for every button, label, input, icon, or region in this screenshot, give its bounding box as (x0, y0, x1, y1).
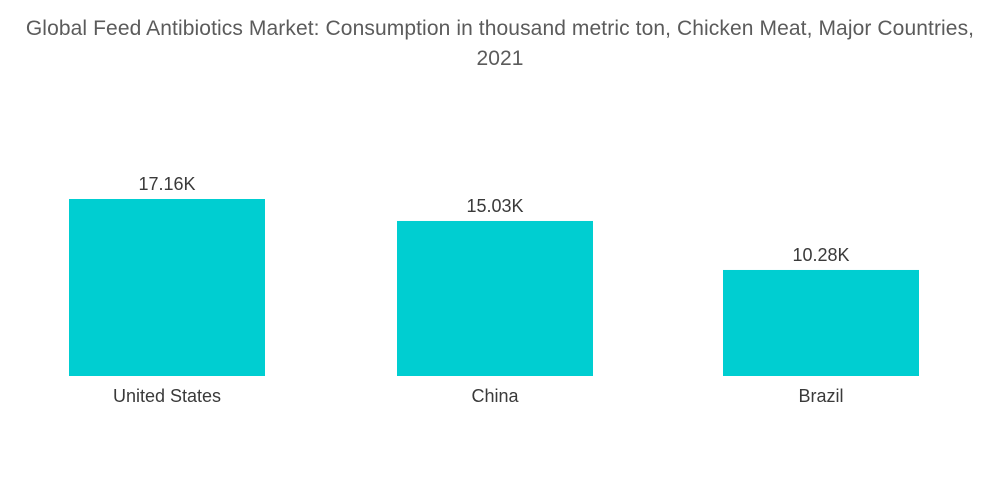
data-label-china: 15.03K (466, 196, 523, 216)
bar-china (397, 220, 593, 376)
x-tick-label-china: China (471, 386, 519, 406)
data-label-brazil: 10.28K (792, 245, 849, 265)
labels-layer: 17.16K United States 15.03K China 10.28K Braz… (113, 174, 850, 406)
bar-united-states (69, 199, 265, 376)
x-tick-label-united-states: United States (113, 386, 221, 406)
data-label-united-states: 17.16K (138, 174, 195, 194)
bars-layer (69, 199, 919, 376)
chart-title: Global Feed Antibiotics Market: Consumpt… (25, 17, 975, 70)
x-tick-label-brazil: Brazil (798, 386, 843, 406)
bar-brazil (723, 269, 919, 376)
